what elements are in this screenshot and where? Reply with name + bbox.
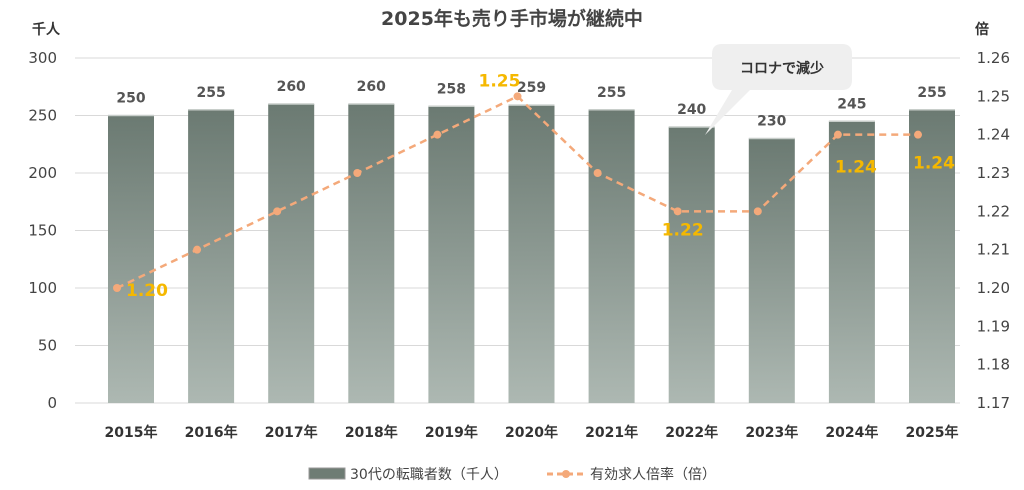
bar-value-label: 259 <box>517 80 546 96</box>
line-point <box>833 130 842 139</box>
bar-value-label: 260 <box>357 79 386 95</box>
y-tick-label: 100 <box>28 279 57 297</box>
line-value-label: 1.24 <box>913 154 955 174</box>
x-tick-label: 2015年 <box>105 424 158 441</box>
y-tick-label: 150 <box>28 222 57 240</box>
bar <box>668 127 715 403</box>
bar-value-label: 255 <box>597 85 626 101</box>
legend-bar-label: 30代の転職者数（千人） <box>350 467 508 483</box>
y-tick-label: 200 <box>28 164 57 182</box>
legend-line-marker <box>562 470 570 478</box>
y2-tick-label: 1.22 <box>977 202 1010 220</box>
bar <box>268 104 315 403</box>
bar <box>108 115 154 403</box>
bar-value-label: 245 <box>837 96 866 112</box>
x-tick-label: 2017年 <box>265 424 318 441</box>
x-tick-label: 2019年 <box>425 424 478 441</box>
bar <box>428 106 475 404</box>
line-point <box>273 207 282 216</box>
y-axis-label: 千人 <box>32 21 61 38</box>
y2-tick-label: 1.23 <box>977 164 1010 182</box>
x-tick-label: 2020年 <box>505 424 558 441</box>
bar-value-label: 255 <box>917 85 946 101</box>
bar <box>348 104 395 403</box>
bar-value-label: 250 <box>116 91 145 107</box>
line-point <box>753 207 762 216</box>
x-tick-label: 2016年 <box>185 424 238 441</box>
x-tick-label: 2021年 <box>585 424 638 441</box>
y2-tick-label: 1.24 <box>977 126 1010 144</box>
line-point <box>914 130 922 139</box>
bar-value-label: 258 <box>437 81 466 97</box>
annotation-text: コロナで減少 <box>740 60 824 77</box>
y2-tick-label: 1.26 <box>977 49 1010 67</box>
x-tick-label: 2022年 <box>665 424 718 441</box>
bar-value-label: 260 <box>277 79 306 95</box>
legend: 30代の転職者数（千人） 有効求人倍率（倍） <box>308 466 716 483</box>
y2-axis-label: 倍 <box>975 21 989 38</box>
line-point <box>513 92 522 101</box>
line-point <box>433 130 442 139</box>
y2-tick-label: 1.18 <box>977 356 1010 374</box>
y-tick-label: 250 <box>28 107 57 125</box>
x-tick-label: 2024年 <box>825 424 878 441</box>
annotation-callout: コロナで減少 <box>705 44 852 135</box>
y-tick-label: 0 <box>47 394 57 412</box>
bar-value-label: 240 <box>677 102 706 118</box>
line-value-label: 1.22 <box>662 220 704 240</box>
bar-value-label: 230 <box>757 114 786 130</box>
line-point <box>353 169 362 177</box>
bar <box>508 105 555 404</box>
y2-tick-label: 1.19 <box>977 317 1010 335</box>
line-value-label: 1.24 <box>835 158 877 178</box>
line-point <box>113 284 121 292</box>
bar-value-label: 255 <box>196 85 225 101</box>
bar <box>748 138 795 403</box>
x-tick-label: 2018年 <box>345 424 398 441</box>
bar <box>828 121 875 403</box>
legend-bar-swatch <box>308 467 346 480</box>
line-point <box>193 245 202 254</box>
line-point <box>673 207 682 216</box>
y2-tick-label: 1.21 <box>977 241 1010 259</box>
x-tick-label: 2025年 <box>906 424 959 441</box>
y2-tick-label: 1.20 <box>977 279 1010 297</box>
line-value-label: 1.25 <box>479 71 521 91</box>
line-value-label: 1.20 <box>126 281 168 301</box>
y2-tick-label: 1.25 <box>977 87 1010 105</box>
y-tick-label: 300 <box>28 49 57 67</box>
y2-tick-label: 1.17 <box>977 394 1010 412</box>
x-tick-label: 2023年 <box>745 424 798 441</box>
bar <box>188 109 235 403</box>
bar <box>909 109 955 403</box>
legend-line-label: 有効求人倍率（倍） <box>590 466 716 483</box>
chart-title: 2025年も売り手市場が継続中 <box>381 7 643 30</box>
bar <box>588 109 635 403</box>
y-tick-label: 50 <box>38 337 57 355</box>
line-point <box>593 169 602 177</box>
